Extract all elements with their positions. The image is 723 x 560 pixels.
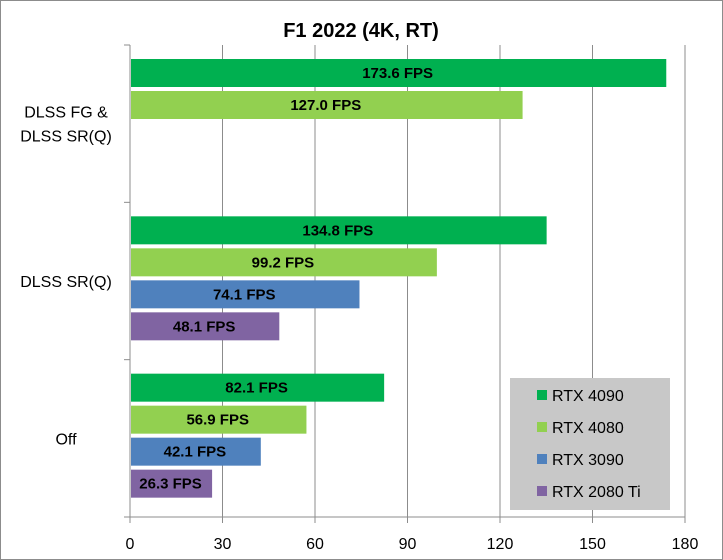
bar xyxy=(131,312,280,341)
chart-title: F1 2022 (4K, RT) xyxy=(283,20,439,42)
bar xyxy=(131,405,307,434)
category-label: DLSS SR(Q) xyxy=(20,274,112,291)
legend-box xyxy=(510,378,670,510)
data-label: 82.1 FPS xyxy=(225,380,288,397)
x-tick-label: 180 xyxy=(672,536,699,553)
data-label: 42.1 FPS xyxy=(164,444,227,461)
data-label: 26.3 FPS xyxy=(139,476,202,493)
legend-label: RTX 2080 Ti xyxy=(552,484,641,501)
data-label: 48.1 FPS xyxy=(173,318,236,335)
data-label: 173.6 FPS xyxy=(362,65,433,82)
bar xyxy=(131,469,213,498)
x-tick-label: 30 xyxy=(214,536,232,553)
bar xyxy=(131,59,667,87)
bar xyxy=(131,373,385,402)
bar xyxy=(131,280,360,309)
data-label: 99.2 FPS xyxy=(252,254,315,271)
axes: 0 30 60 90 120 150 180 DLSS FG & DLSS SR(Q) DLSS … xyxy=(20,44,699,553)
bar xyxy=(131,248,437,277)
data-label: 74.1 FPS xyxy=(213,286,276,303)
legend-swatch xyxy=(537,422,547,432)
x-tick-label: 60 xyxy=(306,536,324,553)
bar xyxy=(131,216,547,245)
x-tick-label: 120 xyxy=(487,536,514,553)
category-label: DLSS FG & xyxy=(24,105,108,122)
category-label: Off xyxy=(55,431,77,448)
bar xyxy=(131,91,523,119)
x-tick-label: 0 xyxy=(126,536,135,553)
legend-swatch xyxy=(537,390,547,400)
legend-label: RTX 4090 xyxy=(552,388,624,405)
legend: RTX 4090 RTX 4080 RTX 3090 RTX 2080 Ti xyxy=(510,378,670,510)
legend-label: RTX 4080 xyxy=(552,420,624,437)
data-label: 134.8 FPS xyxy=(302,222,373,239)
legend-label: RTX 3090 xyxy=(552,452,624,469)
legend-swatch xyxy=(537,454,547,464)
x-tick-label: 150 xyxy=(579,536,606,553)
legend-swatch xyxy=(537,486,547,496)
category-label: DLSS SR(Q) xyxy=(20,129,112,146)
bar xyxy=(131,437,261,466)
x-tick-label: 90 xyxy=(399,536,417,553)
data-label: 56.9 FPS xyxy=(186,412,249,429)
data-label: 127.0 FPS xyxy=(290,97,361,114)
